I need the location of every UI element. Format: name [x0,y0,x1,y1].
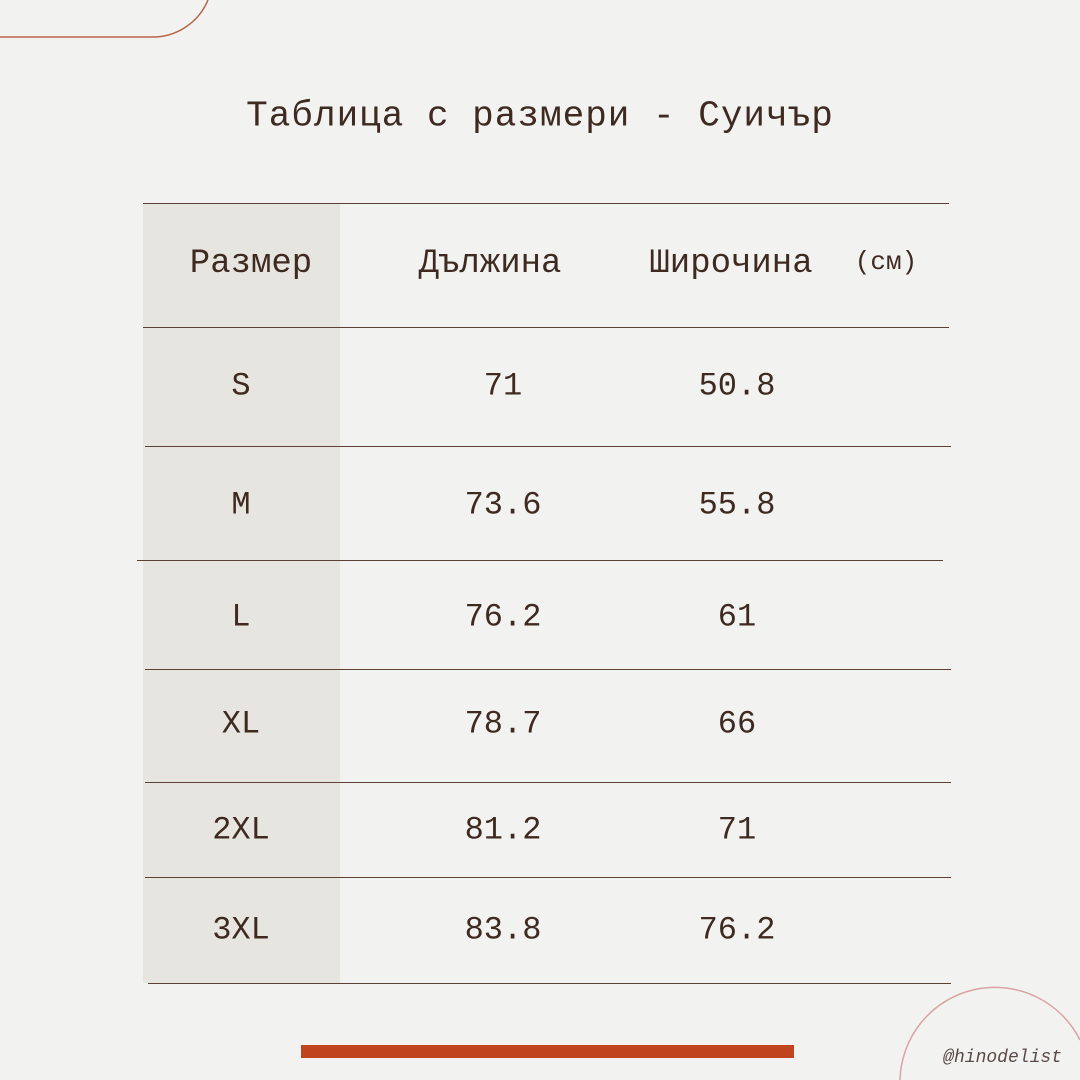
cell: 55.8 [698,486,776,524]
cell: 3XL [212,911,270,949]
handle: @hinodelist [943,1048,1062,1068]
size-column-bg [143,203,340,983]
header: Широчина [649,245,813,283]
cell: 61 [717,598,757,636]
cell: 73.6 [464,486,542,524]
cell: 76.2 [464,598,542,636]
cell: 2XL [212,811,270,849]
cell: 50.8 [698,367,776,405]
accent-bar [301,1045,794,1058]
rule [148,983,951,984]
rule [145,669,951,670]
rule [145,782,951,783]
rule [143,203,949,204]
cell: XL [221,705,261,743]
cell: 66 [717,705,757,743]
rule [145,446,951,447]
unit: (см) [854,247,918,277]
header: Дължина [418,245,562,283]
cell: 71 [483,367,523,405]
rule [143,327,949,328]
corner-arc [0,0,209,38]
header: Размер [189,245,313,283]
cell: 76.2 [698,911,776,949]
cell: 71 [717,811,757,849]
cell: 81.2 [464,811,542,849]
corner-arc [899,986,1080,1080]
title: Таблица с размери - Суичър [246,95,834,137]
cell: L [231,598,251,636]
cell: S [231,367,251,405]
cell: M [231,486,251,524]
cell: 83.8 [464,911,542,949]
rule [137,560,943,561]
rule [145,877,951,878]
cell: 78.7 [464,705,542,743]
